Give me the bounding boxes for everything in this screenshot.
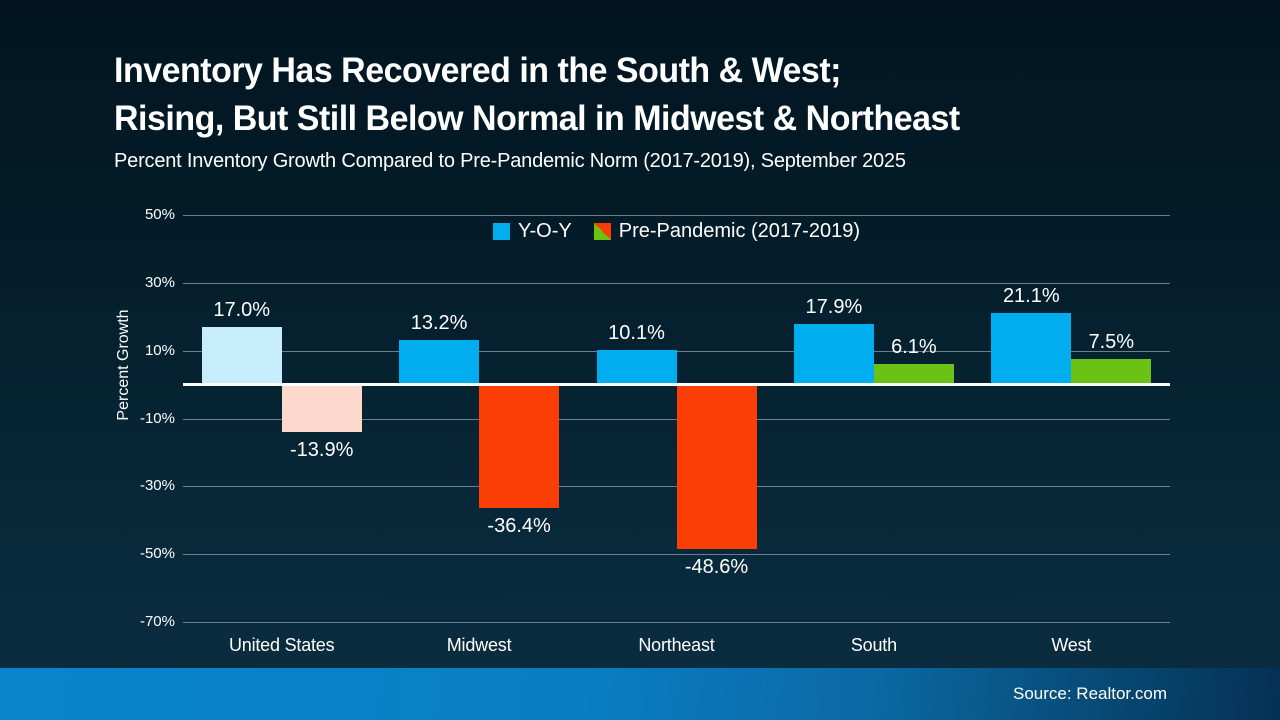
value-label-y-o-y-northeast: 10.1%: [608, 322, 665, 345]
y-tick-label--50: -50%: [139, 545, 175, 563]
gridline-50: [183, 215, 1170, 216]
bar-y-o-y-south: [793, 323, 874, 385]
value-label-pre-pandemic-2017-2019--united-states: -13.9%: [290, 438, 354, 461]
bar-y-o-y-west: [991, 313, 1072, 385]
bar-pre-pandemic-2017-2019--south: [873, 363, 954, 385]
plot-area: 17.0% -13.9% 13.2% -36.4% 10.1% -48.6% 17.9% 6.…: [183, 215, 1170, 623]
bar-y-o-y-northeast: [596, 350, 677, 385]
bar-pre-pandemic-2017-2019--midwest: [479, 384, 560, 509]
y-tick-label-30: 30%: [144, 273, 175, 291]
bar-y-o-y-midwest: [399, 339, 480, 385]
x-axis-category-labels: United States Midwest Northeast South West: [183, 635, 1170, 665]
gridline-30: [183, 282, 1170, 284]
value-label-pre-pandemic-2017-2019--midwest: -36.4%: [487, 515, 551, 538]
legend-label-y-o-y: Y-O-Y: [518, 219, 572, 242]
y-tick-label--30: -30%: [139, 477, 175, 495]
y-axis-tick-labels: 50% 30% 10% -10% -30% -50% -70%: [0, 0, 183, 720]
value-label-y-o-y-south: 17.9%: [805, 295, 863, 318]
legend: Y-O-Y Pre-Pandemic (2017-2019): [183, 216, 1170, 246]
source-credit: Source: Realtor.com: [1012, 684, 1167, 703]
bar-pre-pandemic-2017-2019--west: [1071, 359, 1152, 385]
chart-title: Inventory Has Recovered in the South & W…: [114, 47, 960, 143]
bar-y-o-y-united-states: [201, 326, 282, 385]
gridline--70: [183, 622, 1170, 623]
gridline--50: [183, 554, 1170, 556]
y-tick-label-10: 10%: [144, 341, 175, 359]
value-label-y-o-y-united-states: 17.0%: [213, 298, 271, 321]
legend-item-pre-pandemic-2017-2019-: Pre-Pandemic (2017-2019): [593, 219, 860, 243]
value-label-pre-pandemic-2017-2019--south: 6.1%: [891, 335, 937, 358]
legend-item-y-o-y: Y-O-Y: [493, 220, 572, 243]
x-category-label-south: South: [850, 635, 897, 655]
footer-bar: Source: Realtor.com: [0, 668, 1280, 720]
value-label-y-o-y-midwest: 13.2%: [410, 311, 468, 334]
x-category-label-northeast: Northeast: [638, 635, 715, 655]
bar-pre-pandemic-2017-2019--united-states: [281, 384, 362, 432]
value-label-y-o-y-west: 21.1%: [1002, 285, 1060, 308]
bar-pre-pandemic-2017-2019--northeast: [676, 384, 757, 550]
x-category-label-west: West: [1051, 635, 1092, 655]
y-tick-label-50: 50%: [144, 206, 175, 223]
chart-subtitle: Percent Inventory Growth Compared to Pre…: [114, 150, 906, 172]
title-line-1: Inventory Has Recovered in the South & W…: [114, 51, 841, 90]
title-line-2: Rising, But Still Below Normal in Midwes…: [114, 99, 960, 138]
legend-swatch-y-o-y: [493, 222, 510, 240]
x-category-label-midwest: Midwest: [446, 635, 512, 655]
legend-label-pre-pandemic-2017-2019-: Pre-Pandemic (2017-2019): [618, 219, 860, 242]
value-label-pre-pandemic-2017-2019--northeast: -48.6%: [684, 556, 749, 579]
y-tick-label--10: -10%: [139, 409, 175, 427]
legend-swatch-pre-pandemic-2017-2019-: [593, 222, 611, 240]
y-tick-label--70: -70%: [139, 613, 175, 630]
gridline-10: [183, 350, 1170, 352]
value-label-pre-pandemic-2017-2019--west: 7.5%: [1088, 331, 1135, 354]
zero-axis-line: [183, 383, 1170, 387]
x-category-label-united-states: United States: [228, 635, 335, 655]
